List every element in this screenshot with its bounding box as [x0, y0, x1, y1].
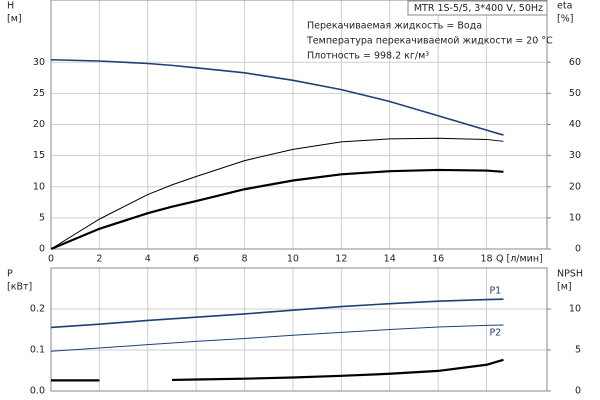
y2-tick-label: 40 — [569, 119, 581, 130]
x-tick-label: 18 — [480, 254, 492, 265]
y-tick-label: 30 — [33, 57, 45, 68]
y-tick-label: 0.2 — [30, 304, 45, 315]
curve — [50, 168, 504, 251]
y2-axis-unit: [м] — [557, 282, 572, 293]
y2-axis-label: NPSH — [557, 269, 583, 280]
y-axis-label: P — [7, 269, 13, 280]
title-box — [407, 0, 548, 16]
y-tick-label: 5 — [39, 212, 45, 223]
curve — [51, 358, 504, 382]
y-tick-label: 15 — [33, 150, 45, 161]
x-tick-label: 8 — [242, 254, 248, 265]
curve — [50, 58, 504, 136]
x-axis-label: Q [л/мин] — [496, 254, 543, 265]
y2-axis-label: eta — [557, 1, 572, 12]
x-tick-label: 14 — [384, 254, 396, 265]
y-tick-label: 25 — [33, 88, 45, 99]
y-tick-label: 10 — [33, 181, 45, 192]
y2-tick-label: 30 — [569, 150, 581, 161]
curve — [50, 137, 504, 250]
y-axis-label: H — [7, 1, 14, 12]
x-tick-label: 4 — [145, 254, 151, 265]
x-tick-label: 16 — [432, 254, 444, 265]
plot-frame — [50, 267, 548, 392]
y2-tick-label: 10 — [569, 212, 581, 223]
y-tick-label: 0.1 — [30, 345, 45, 356]
x-tick-label: 6 — [193, 254, 199, 265]
y-axis-unit: [кВт] — [7, 282, 32, 293]
y2-tick-label: 50 — [569, 88, 581, 99]
series-label: P2 — [489, 327, 501, 338]
y2-tick-label: 0 — [575, 244, 581, 255]
y-tick-label: 0.0 — [30, 386, 45, 397]
x-tick-label: 0 — [48, 254, 54, 265]
y2-tick-label: 10 — [569, 304, 581, 315]
y2-axis-unit: [%] — [557, 14, 573, 25]
y2-tick-label: 60 — [569, 57, 581, 68]
y2-tick-label: 20 — [569, 181, 581, 192]
y2-tick-label: 0 — [575, 386, 581, 397]
curve — [50, 298, 504, 329]
chart-title: MTR 1S-5/5, 3*400 V, 50Hz — [414, 3, 543, 14]
annotation: Перекачиваемая жидкость = Вода — [307, 21, 482, 32]
plot-frame — [50, 0, 548, 250]
x-tick-label: 12 — [335, 254, 347, 265]
x-tick-label: 10 — [287, 254, 299, 265]
y-tick-label: 20 — [33, 119, 45, 130]
y2-tick-label: 5 — [575, 345, 581, 356]
x-tick-label: 2 — [96, 254, 102, 265]
y-tick-label: 0 — [39, 244, 45, 255]
annotation: Плотность = 998.2 кг/м³ — [307, 51, 429, 62]
series-label: P1 — [489, 286, 501, 297]
annotation: Температура перекачиваемой жидкости = 20… — [306, 36, 553, 47]
curve — [50, 324, 504, 352]
y-axis-unit: [м] — [7, 14, 22, 25]
